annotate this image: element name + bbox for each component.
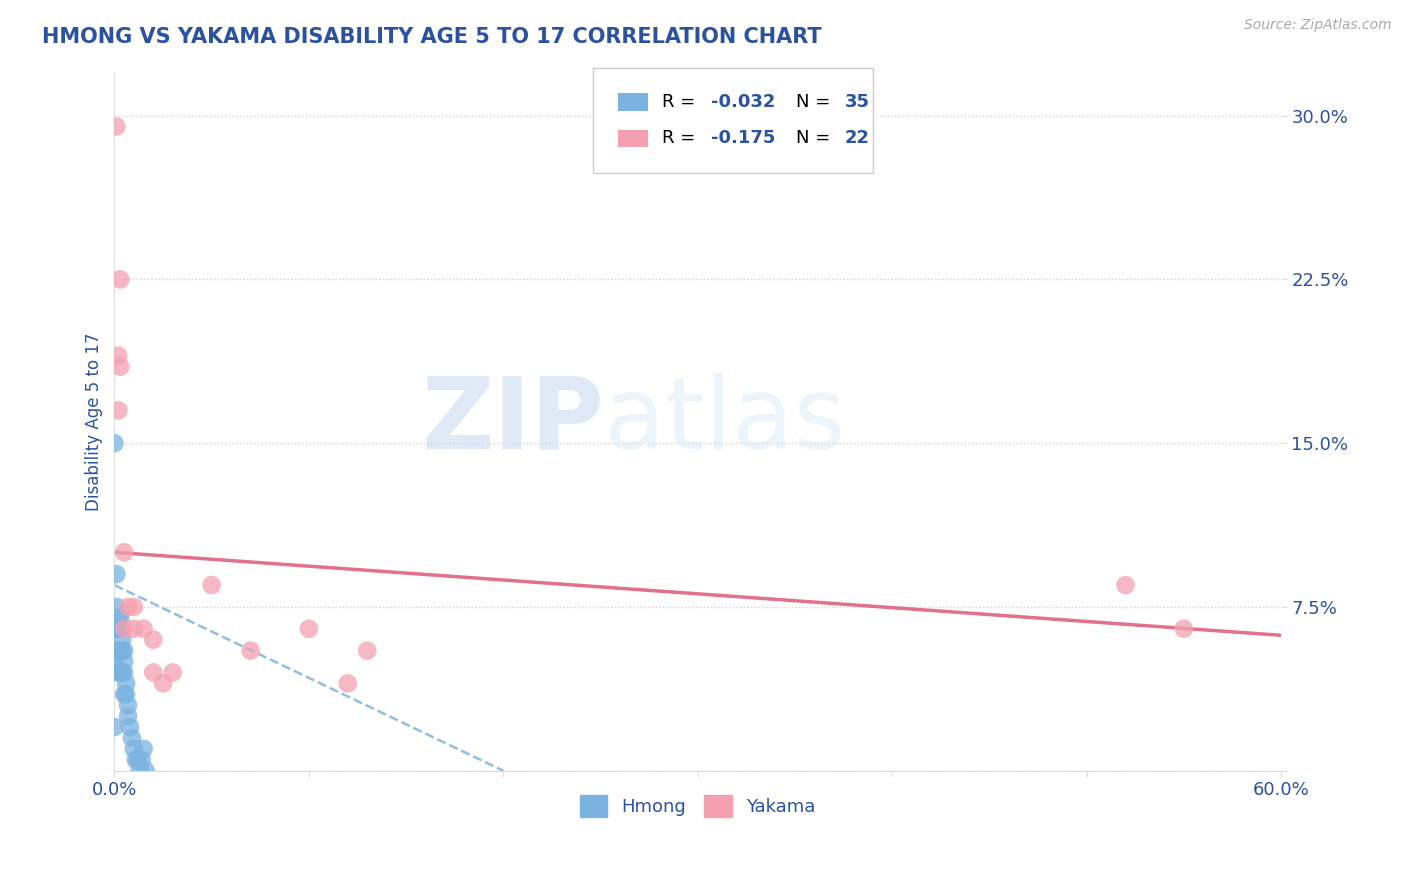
Point: [103, 655, 125, 669]
Text: HMONG VS YAKAMA DISABILITY AGE 5 TO 17 CORRELATION CHART: HMONG VS YAKAMA DISABILITY AGE 5 TO 17 C…: [42, 27, 821, 46]
Point: [110, 622, 132, 636]
Point: [152, 676, 174, 690]
Text: 22: 22: [845, 129, 870, 147]
Point: [112, 622, 135, 636]
Point: [162, 665, 184, 680]
Point: [110, 611, 132, 625]
Y-axis label: Disability Age 5 to 17: Disability Age 5 to 17: [86, 332, 103, 510]
Text: N =: N =: [796, 129, 835, 147]
Point: [103, 436, 125, 450]
Text: atlas: atlas: [605, 373, 846, 470]
Point: [132, 742, 155, 756]
Point: [125, 753, 148, 767]
Point: [122, 622, 145, 636]
Text: ZIP: ZIP: [422, 373, 605, 470]
Point: [107, 611, 129, 625]
Point: [112, 687, 135, 701]
Point: [356, 643, 378, 657]
Point: [201, 578, 224, 592]
Point: [118, 720, 141, 734]
Point: [110, 359, 132, 374]
Point: [105, 599, 128, 614]
Point: [142, 665, 165, 680]
Point: [117, 709, 139, 723]
Text: R =: R =: [662, 93, 700, 111]
Point: [127, 753, 149, 767]
Point: [112, 643, 135, 657]
Point: [115, 676, 138, 690]
Point: [132, 622, 155, 636]
Legend: Hmong, Yakama: Hmong, Yakama: [572, 788, 823, 824]
Point: [131, 753, 153, 767]
Point: [103, 720, 125, 734]
Point: [1114, 578, 1136, 592]
Point: [134, 764, 156, 778]
Point: [117, 698, 139, 713]
Point: [336, 676, 359, 690]
Point: [105, 120, 128, 134]
Point: [110, 643, 132, 657]
Point: [105, 643, 128, 657]
Point: [111, 632, 134, 647]
Point: [1173, 622, 1195, 636]
Point: [107, 622, 129, 636]
Point: [111, 643, 134, 657]
Point: [105, 622, 128, 636]
Point: [112, 665, 135, 680]
Point: [110, 665, 132, 680]
Bar: [619, 94, 648, 111]
Point: [239, 643, 262, 657]
Point: [128, 764, 150, 778]
Point: [117, 599, 139, 614]
Point: [112, 545, 135, 559]
Point: [122, 599, 145, 614]
Text: 35: 35: [845, 93, 870, 111]
Point: [107, 403, 129, 417]
Point: [107, 643, 129, 657]
Point: [122, 742, 145, 756]
Text: -0.032: -0.032: [710, 93, 775, 111]
Point: [298, 622, 321, 636]
Point: [110, 272, 132, 286]
Point: [107, 349, 129, 363]
Text: R =: R =: [662, 129, 700, 147]
Point: [142, 632, 165, 647]
Bar: [619, 129, 648, 147]
Text: Source: ZipAtlas.com: Source: ZipAtlas.com: [1244, 18, 1392, 32]
Text: N =: N =: [796, 93, 835, 111]
Point: [115, 687, 138, 701]
Text: -0.175: -0.175: [710, 129, 775, 147]
FancyBboxPatch shape: [593, 69, 873, 173]
Point: [107, 665, 129, 680]
Point: [121, 731, 143, 745]
Point: [111, 665, 134, 680]
Point: [112, 655, 135, 669]
Point: [105, 567, 128, 582]
